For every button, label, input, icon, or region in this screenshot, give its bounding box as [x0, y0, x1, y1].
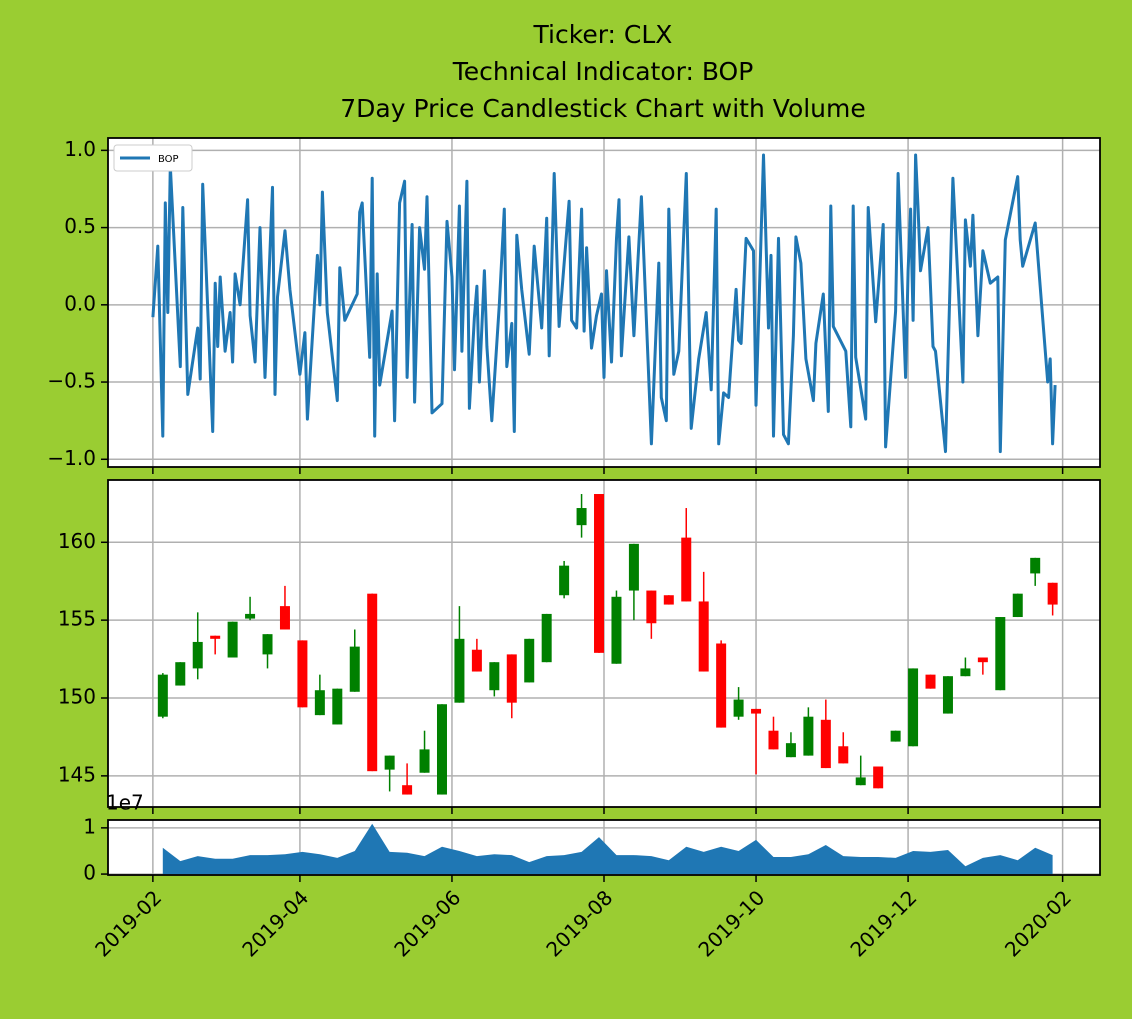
candle-body	[960, 668, 971, 677]
plot-frame	[107, 819, 1101, 876]
candle-body	[594, 494, 605, 653]
candle-body	[873, 766, 884, 789]
legend-box	[113, 144, 193, 172]
y-tick-label: 150	[58, 685, 96, 709]
candle-body	[436, 704, 447, 795]
candle-body	[681, 537, 692, 602]
volume-area	[162, 823, 1053, 875]
candle-body	[716, 643, 727, 728]
candle-body	[489, 662, 500, 691]
chart-title: Ticker: CLX	[533, 20, 673, 49]
candle-body	[175, 662, 186, 686]
candle-body	[559, 565, 570, 596]
candle-body	[942, 676, 953, 714]
candle-body	[820, 719, 831, 769]
candle-body	[524, 638, 535, 683]
candle-body	[332, 688, 343, 725]
candle-body	[890, 730, 901, 742]
y-tick-label: 1.0	[64, 137, 96, 161]
candle-body	[314, 690, 325, 716]
candle-body	[279, 606, 290, 630]
candle-body	[855, 777, 866, 786]
candle-body	[977, 657, 988, 663]
y-tick-label: 160	[58, 529, 96, 553]
y-tick-label: −1.0	[47, 446, 96, 470]
candle-body	[454, 638, 465, 703]
candle-body	[367, 593, 378, 772]
chart-title: Technical Indicator: BOP	[452, 57, 754, 86]
plot-frame	[107, 137, 1101, 468]
candle-body	[297, 640, 308, 708]
candle-body	[471, 649, 482, 672]
candle-body	[646, 590, 657, 624]
chart-title: 7Day Price Candlestick Chart with Volume	[340, 94, 866, 123]
candle-body	[245, 613, 256, 619]
y-tick-label: −0.5	[47, 369, 96, 393]
candle-body	[419, 749, 430, 773]
candle-body	[157, 674, 168, 717]
line-series	[151, 153, 1057, 454]
candle-body	[1047, 582, 1058, 605]
y-tick-label: 155	[58, 607, 96, 631]
candle-body	[611, 596, 622, 664]
candle-body	[803, 716, 814, 756]
candle-body	[506, 654, 517, 703]
candle-body	[349, 646, 360, 692]
legend-label: BOP	[158, 154, 179, 165]
candle-body	[698, 601, 709, 672]
candle-body	[908, 668, 919, 747]
candle-body	[541, 613, 552, 663]
candle-body	[576, 508, 587, 526]
y-tick-label: 0.5	[64, 214, 96, 238]
candle-body	[995, 617, 1006, 691]
candle-body	[1012, 593, 1023, 618]
candle-body	[262, 634, 273, 655]
axis-offset-label: 1e7	[106, 791, 144, 815]
candle-body	[838, 746, 849, 764]
y-tick-label: 145	[58, 762, 96, 786]
candle-body	[210, 635, 221, 639]
candle-body	[628, 543, 639, 591]
candle-body	[384, 755, 395, 770]
candle-body	[192, 641, 203, 669]
candle-body	[733, 699, 744, 717]
candle-body	[751, 708, 762, 714]
y-tick-label: 0	[83, 861, 96, 885]
y-tick-label: 1	[83, 814, 96, 838]
candle-body	[925, 674, 936, 689]
candle-body	[785, 743, 796, 758]
candle-body	[227, 621, 238, 658]
y-tick-label: 0.0	[64, 291, 96, 315]
candle-body	[663, 595, 674, 605]
candle-body	[402, 785, 413, 795]
candle-body	[1030, 557, 1041, 574]
candle-body	[768, 730, 779, 750]
plot-frame	[107, 479, 1101, 808]
